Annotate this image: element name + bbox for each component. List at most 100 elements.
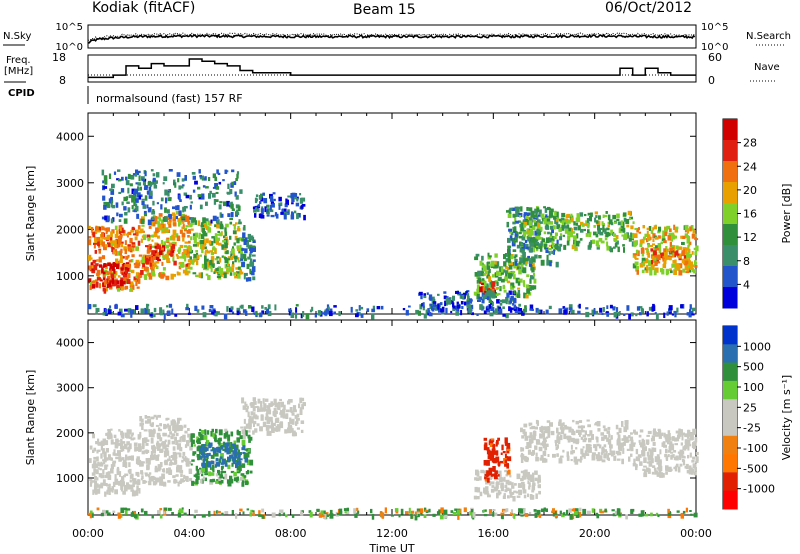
velocity-cell-2-40 (216, 479, 220, 482)
power-cell-10-157 (507, 258, 510, 261)
power-cell-8-30 (525, 284, 530, 288)
velocity-cell-7-19 (573, 438, 577, 442)
power-cell-11-67 (519, 215, 522, 218)
power-cell-14-100 (439, 302, 443, 306)
power-cell-15-14 (654, 312, 657, 315)
power-cell-11-254 (555, 218, 559, 222)
velocity-cell-0-199 (130, 455, 134, 461)
power-cell-7-127 (230, 203, 234, 209)
velocity-cell-0-172 (128, 455, 132, 459)
power-cell-2-208 (185, 249, 189, 254)
velocity-cell-1-212 (145, 458, 150, 464)
power-cell-0-204 (129, 281, 133, 286)
power-cell-10-171 (519, 241, 522, 247)
power-cell-11-135 (622, 244, 625, 247)
velocity-cell-5-91 (505, 479, 510, 485)
power-cell-8-102 (476, 284, 480, 290)
power-cell-12-146 (686, 235, 690, 242)
power-cell-11-8 (629, 216, 633, 220)
velocity-cell-0-213 (126, 483, 130, 486)
velocity-cell-9-72 (533, 509, 537, 512)
power-cell-14-70 (499, 299, 503, 303)
power-cell-2-41 (174, 241, 177, 247)
velocity-cell-1-239 (188, 468, 192, 473)
power-cell-3-25 (146, 255, 150, 259)
power-cell-8-150 (479, 260, 483, 266)
velocity-cell-1-97 (167, 458, 170, 462)
velocity-cell-7-99 (529, 427, 534, 430)
power-cell-11-11 (583, 228, 586, 232)
power-cell-8-151 (508, 273, 512, 279)
velocity-cell-8-200 (662, 472, 665, 478)
power-cell-14-122 (482, 294, 486, 300)
velocity-cell-7-25 (603, 435, 608, 440)
power-cell-8-93 (486, 261, 491, 268)
power-cell-4-156 (204, 259, 207, 265)
power-cell-0-152 (93, 244, 96, 249)
power-cell-7-216 (192, 217, 197, 223)
power-cell-1-41 (88, 278, 91, 282)
power-cell-7-180 (212, 173, 216, 179)
power-cell-4-132 (208, 240, 212, 245)
power-cell-12-134 (652, 238, 655, 242)
power-cell-13-28 (685, 260, 689, 265)
power-cell-6-1 (283, 208, 287, 214)
velocity-cell-5-111 (518, 489, 522, 496)
power-cell-11-202 (608, 219, 613, 225)
power-cell-10-34 (545, 225, 549, 230)
power-cell-4-191 (205, 249, 208, 253)
velocity-cell-7-100 (559, 434, 563, 441)
power-cell-0-94 (101, 241, 105, 247)
power-cell-14-120 (445, 297, 449, 303)
time-tick-label-2: 08:00 (275, 527, 307, 540)
velocity-cell-8-84 (689, 437, 694, 441)
power-cell-10-134 (512, 221, 516, 225)
velocity-cell-8-71 (632, 463, 637, 467)
power-cell-11-57 (628, 217, 631, 220)
velocity-cell-8-4 (663, 432, 666, 438)
velocity-cell-4-101 (253, 412, 256, 418)
power-cell-3-3 (154, 245, 159, 249)
velocity-cell-9-173 (494, 512, 498, 516)
velocity-cell-9-133 (693, 512, 698, 518)
velocity-cell-1-62 (170, 435, 174, 440)
power-cell-7-223 (223, 201, 227, 207)
velocity-cell-7-110 (607, 453, 612, 456)
velocity-cell-0-153 (110, 428, 113, 431)
velocity-cell-0-164 (105, 457, 109, 461)
power-cell-0-221 (101, 232, 104, 238)
velocity-cell-1-234 (159, 444, 162, 447)
power-cell-15-37 (425, 309, 429, 314)
power-cell-6-47 (254, 197, 258, 204)
power-cell-4-181 (200, 234, 205, 239)
power-cell-4-14 (192, 272, 197, 275)
velocity-cell-9-244 (518, 508, 522, 513)
velocity-cell-3-28 (206, 453, 209, 457)
velocity-cell-0-36 (128, 443, 132, 450)
power-cell-8-133 (475, 253, 480, 257)
power-cell-15-158 (428, 312, 433, 317)
power-cell-8-12 (496, 261, 500, 267)
power-cell-7-35 (136, 192, 141, 198)
power-cell-4-86 (191, 221, 194, 226)
power-cell-7-240 (205, 186, 209, 189)
power-cell-14-23 (448, 297, 452, 301)
velocity-cell-3-47 (200, 444, 204, 451)
velocity-cell-9-194 (483, 514, 488, 517)
velocity-cell-4-18 (275, 410, 278, 415)
power-cell-2-233 (171, 212, 176, 217)
velocity-cell-7-188 (531, 425, 535, 428)
power-cell-7-165 (174, 182, 177, 188)
velocity-cell-1-230 (143, 429, 148, 432)
velocity-cell-0-219 (121, 446, 124, 450)
power-cell-15-152 (109, 305, 112, 309)
velocity-cell-2-115 (206, 430, 210, 435)
power-cell-8-8 (480, 270, 485, 277)
velocity-cell-8-138 (682, 459, 686, 466)
power-cell-4-69 (206, 261, 211, 268)
velocity-cell-1-183 (183, 424, 187, 428)
velocity-cell-4-63 (273, 399, 276, 405)
power-cell-11-109 (563, 244, 567, 250)
power-cell-11-243 (529, 217, 532, 223)
power-cell-14-56 (456, 301, 459, 306)
